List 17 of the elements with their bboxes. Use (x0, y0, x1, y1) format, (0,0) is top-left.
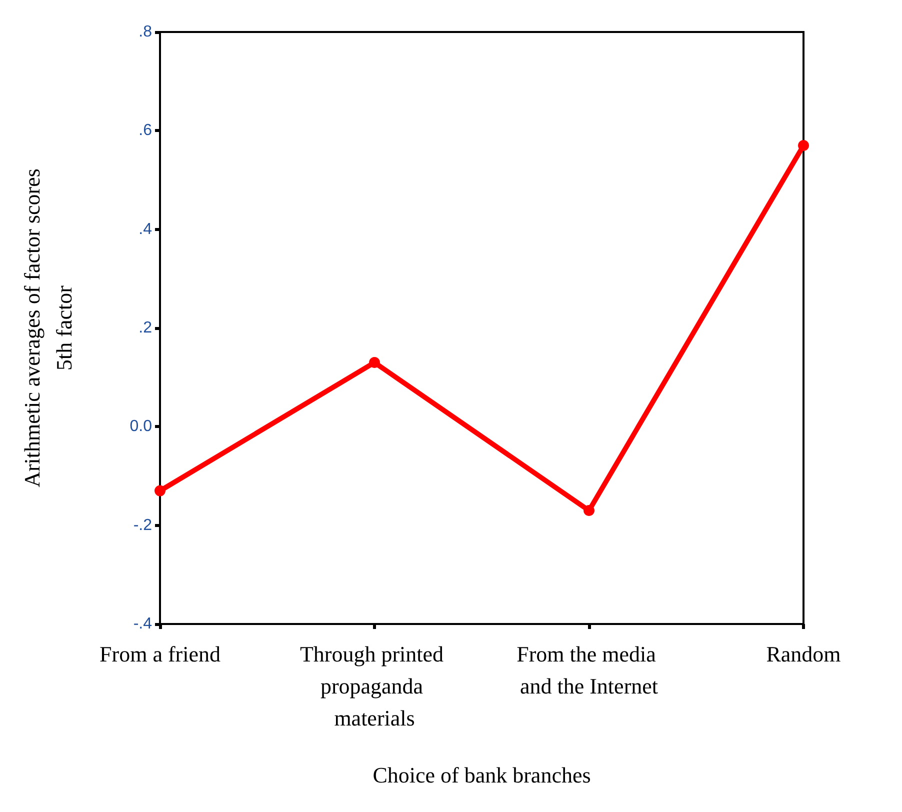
x-tick-label: From the media and the Internet (516, 642, 662, 698)
x-axis-title: Choice of bank branches (372, 762, 591, 788)
y-tick-label: .6 (138, 122, 152, 140)
x-tick-label: From a friend (100, 642, 220, 666)
y-tick-label: .2 (138, 320, 152, 336)
point (584, 505, 594, 516)
y-tick-label: .4 (138, 220, 152, 238)
y-tick-label: -.4 (133, 616, 152, 632)
y-axis-title: Arithmetic averages of factor scores 5th factor (20, 168, 76, 488)
x-tick-label: Random (766, 642, 841, 666)
y-tick-label: .8 (138, 24, 152, 40)
y-tick-label: -.2 (133, 516, 152, 534)
point (154, 485, 166, 496)
point (369, 357, 380, 368)
point (798, 140, 809, 151)
x-tick-label: Through printed propaganda materials (300, 642, 450, 730)
y-tick-label: 0.0 (130, 418, 152, 436)
